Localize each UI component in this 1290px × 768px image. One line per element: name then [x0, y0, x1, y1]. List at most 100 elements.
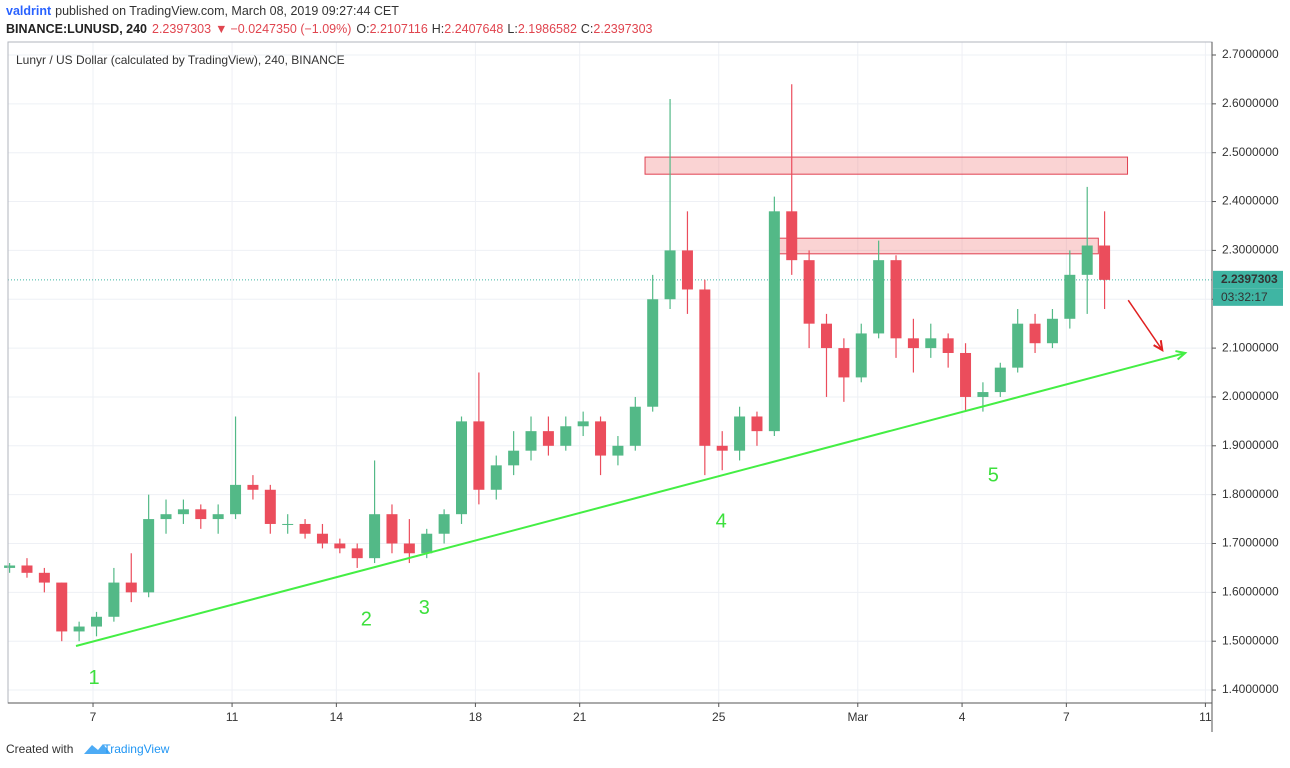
header-line-1: valdrint published on TradingView.com, Ma…	[6, 4, 399, 18]
x-tick-label: 18	[469, 710, 483, 724]
candle-body	[282, 523, 294, 525]
footer-text: Created with	[6, 742, 73, 756]
change: −0.0247350 (−1.09%)	[230, 22, 351, 36]
annotation: 4	[716, 510, 727, 532]
last: 2.2397303	[152, 22, 211, 36]
candle-body	[316, 533, 328, 544]
candle-body	[160, 514, 172, 520]
candle-body	[803, 260, 815, 324]
y-tick-label: 2.4000000	[1222, 194, 1279, 208]
x-tick-label: 21	[573, 710, 587, 724]
candle-body	[143, 519, 155, 593]
header-line-2: BINANCE:LUNUSD, 240 2.2397303 ▼ −0.0247350 …	[6, 22, 653, 36]
x-tick-label: 7	[1063, 710, 1070, 724]
candle-body	[351, 548, 363, 559]
symbol: BINANCE:LUNUSD, 240	[6, 22, 147, 36]
candle-body	[1012, 323, 1024, 368]
candle-body	[925, 338, 937, 349]
candle-body	[664, 250, 676, 300]
candle-body	[994, 367, 1006, 393]
candle-body	[786, 211, 798, 261]
y-tick-label: 1.4000000	[1222, 682, 1279, 696]
y-tick-label: 2.6000000	[1222, 96, 1279, 110]
candle-body	[212, 514, 224, 520]
y-tick-label: 2.0000000	[1222, 389, 1279, 403]
candle-body	[177, 509, 189, 515]
x-tick-label: 14	[330, 710, 344, 724]
candle-body	[91, 616, 103, 627]
candle-body	[247, 484, 259, 490]
candle-body	[873, 260, 885, 334]
candle-body	[438, 514, 450, 534]
direction: ▼	[215, 22, 227, 36]
brand-logo	[84, 744, 111, 754]
arrow	[1127, 299, 1163, 351]
candle-body	[386, 514, 398, 544]
y-tick-label: 2.7000000	[1222, 47, 1279, 61]
countdown-tag	[1213, 288, 1283, 306]
x-tick-label: 4	[959, 710, 966, 724]
close: 2.2397303	[593, 22, 652, 36]
published: published on TradingView.com, March 08, …	[55, 4, 399, 18]
candle-body	[838, 348, 850, 378]
candle-body	[595, 421, 607, 456]
y-tick-label: 1.5000000	[1222, 633, 1279, 647]
candle-body	[1029, 323, 1041, 344]
chart-title: Lunyr / US Dollar (calculated by Trading…	[16, 53, 345, 67]
author[interactable]: valdrint	[6, 4, 52, 18]
candle-body	[716, 445, 728, 451]
candle-body	[612, 445, 624, 456]
candle-body	[230, 484, 242, 515]
y-tick-label: 1.9000000	[1222, 438, 1279, 452]
y-tick-label: 2.3000000	[1222, 243, 1279, 257]
candle-body	[125, 582, 137, 593]
candle-body	[977, 392, 989, 397]
candle-body	[734, 416, 746, 451]
resistance-zone	[774, 237, 1099, 255]
annotation: 1	[89, 667, 100, 689]
footer: Created with TradingView	[6, 742, 170, 756]
open-label: O:	[356, 22, 369, 36]
candle-body	[421, 533, 433, 554]
low-label: L:	[507, 22, 517, 36]
candle-body	[960, 352, 972, 397]
plot-area: 1 2 3 4 5	[4, 42, 1212, 703]
high-label: H:	[432, 22, 445, 36]
high: 2.2407648	[444, 22, 503, 36]
candle-body	[1046, 318, 1058, 344]
candle-body	[1064, 274, 1076, 319]
trendline-head	[1175, 350, 1188, 361]
countdown: 03:32:17	[1221, 290, 1268, 304]
candle-body	[56, 582, 68, 632]
candle-body	[907, 338, 919, 349]
candle-body	[108, 582, 120, 617]
candle-body	[38, 572, 50, 583]
annotation: 3	[419, 597, 430, 619]
candle-body	[647, 299, 659, 407]
candle-body	[855, 333, 867, 378]
y-tick-label: 1.7000000	[1222, 536, 1279, 550]
candle-body	[473, 421, 485, 490]
candle-body	[681, 250, 693, 290]
candle-body	[490, 465, 502, 490]
candle-body	[455, 421, 467, 515]
close-label: C:	[581, 22, 594, 36]
candle-body	[699, 289, 711, 446]
candle-body	[299, 523, 311, 534]
footer-brand[interactable]: TradingView	[103, 742, 169, 756]
candle-body	[1099, 245, 1111, 280]
candle-body	[542, 431, 554, 446]
candle-body	[560, 426, 572, 446]
candle-body	[195, 509, 207, 520]
candle-body	[369, 514, 381, 559]
trendline	[75, 352, 1186, 647]
candle-body	[508, 450, 520, 466]
candle-body	[577, 421, 589, 427]
annotation: 5	[988, 464, 999, 486]
annotation: 2	[361, 608, 372, 630]
candle-body	[334, 543, 346, 549]
x-tick-label: 25	[712, 710, 726, 724]
candle-body	[73, 626, 85, 632]
candle-body	[768, 211, 780, 432]
